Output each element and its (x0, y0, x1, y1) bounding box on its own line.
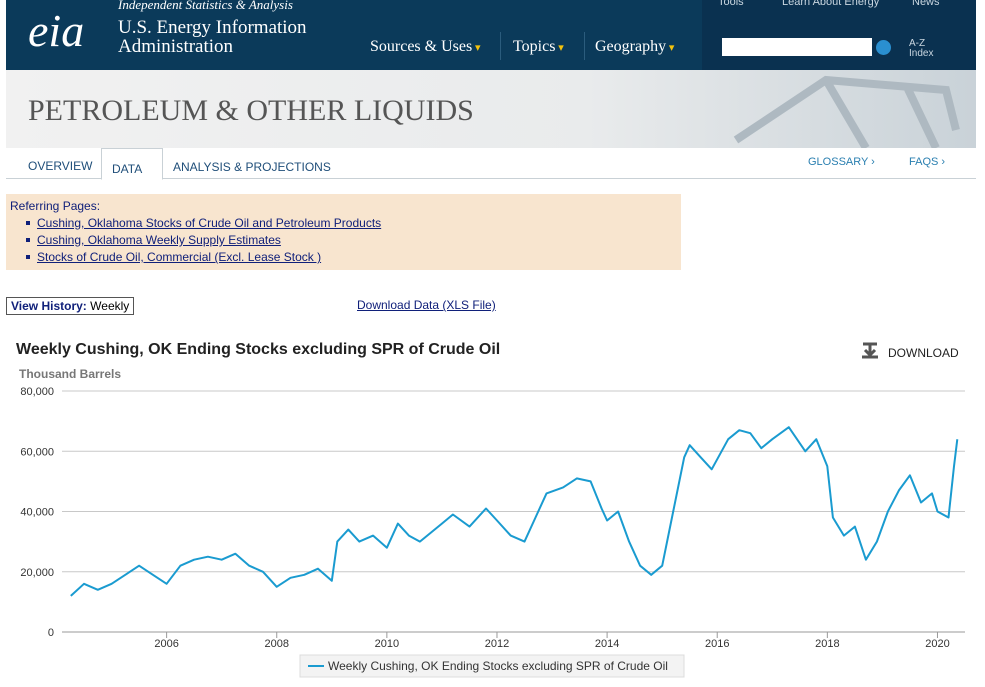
divider (500, 32, 501, 60)
view-history-value: Weekly (90, 299, 130, 313)
y-tick-label: 80,000 (20, 386, 54, 398)
utility-bar (702, 0, 976, 70)
referring-heading: Referring Pages: (10, 199, 101, 213)
tab-link[interactable]: FAQS › (909, 156, 946, 168)
x-tick-label: 2010 (375, 638, 399, 650)
x-tick-label: 2014 (595, 638, 619, 650)
download-button[interactable]: DOWNLOAD (888, 346, 959, 360)
legend-label: Weekly Cushing, OK Ending Stocks excludi… (328, 659, 668, 673)
active-tab[interactable] (101, 148, 163, 180)
bullet (26, 221, 30, 225)
banner-title: PETROLEUM & OTHER LIQUIDS (28, 94, 474, 127)
view-history[interactable]: View History: Weekly (6, 297, 135, 315)
x-tick-label: 2016 (705, 638, 729, 650)
tab-bar: OVERVIEW DATA ANALYSIS & PROJECTIONS GLO… (6, 148, 976, 180)
nav-item[interactable]: Sources & Uses (370, 38, 481, 56)
tagline: Independent Statistics & Analysis (118, 0, 293, 12)
az-link[interactable]: A-Z (909, 38, 926, 49)
tab-link[interactable]: GLOSSARY › (808, 156, 875, 168)
bullet (26, 255, 30, 259)
org-name: Administration (118, 36, 234, 57)
chart-title: Weekly Cushing, OK Ending Stocks excludi… (16, 341, 500, 358)
top-link[interactable]: Learn About Energy (782, 0, 880, 8)
az-link[interactable]: Index (909, 48, 934, 59)
nav-item[interactable]: Geography (595, 38, 674, 56)
x-tick-label: 2018 (815, 638, 839, 650)
pumpjack-art (733, 75, 960, 148)
data-line (70, 426, 959, 597)
legend-box (299, 654, 685, 678)
logo[interactable]: eia (28, 5, 85, 56)
download-icon[interactable] (862, 342, 878, 359)
chart: Weekly Cushing, OK Ending Stocks excludi… (16, 341, 965, 678)
view-history-label: View History: (11, 299, 87, 313)
org-name: U.S. Energy Information (118, 17, 307, 38)
referring-link[interactable]: Cushing, Oklahoma Stocks of Crude Oil an… (37, 216, 382, 230)
search-input[interactable] (722, 38, 872, 56)
x-tick-label: 2020 (925, 638, 949, 650)
tab[interactable]: DATA (112, 162, 143, 176)
header: Independent Statistics & Analysis eia U.… (6, 0, 976, 70)
nav-item[interactable]: Topics (513, 38, 564, 56)
top-link[interactable]: Tools (718, 0, 744, 8)
x-tick-label: 2008 (264, 638, 288, 650)
y-tick-label: 60,000 (20, 446, 54, 458)
banner: PETROLEUM & OTHER LIQUIDS (6, 70, 976, 148)
y-tick-label: 20,000 (20, 567, 54, 579)
y-axis-label: Thousand Barrels (19, 367, 121, 381)
tab[interactable]: OVERVIEW (28, 159, 93, 173)
referring-link[interactable]: Stocks of Crude Oil, Commercial (Excl. L… (37, 250, 322, 264)
download-data-link[interactable]: Download Data (XLS File) (357, 298, 496, 312)
divider (584, 32, 585, 60)
bullet (26, 238, 30, 242)
pumpjack (733, 75, 960, 148)
referring-pages: Referring Pages: Cushing, Oklahoma Stock… (6, 194, 681, 270)
y-tick-label: 40,000 (20, 507, 54, 519)
search-button[interactable] (876, 40, 891, 55)
x-tick-label: 2012 (485, 638, 509, 650)
y-tick-label: 0 (48, 627, 54, 639)
x-tick-label: 2006 (154, 638, 178, 650)
tab[interactable]: ANALYSIS & PROJECTIONS (173, 160, 331, 174)
referring-link[interactable]: Cushing, Oklahoma Weekly Supply Estimate… (37, 233, 281, 247)
top-link[interactable]: News (912, 0, 940, 8)
